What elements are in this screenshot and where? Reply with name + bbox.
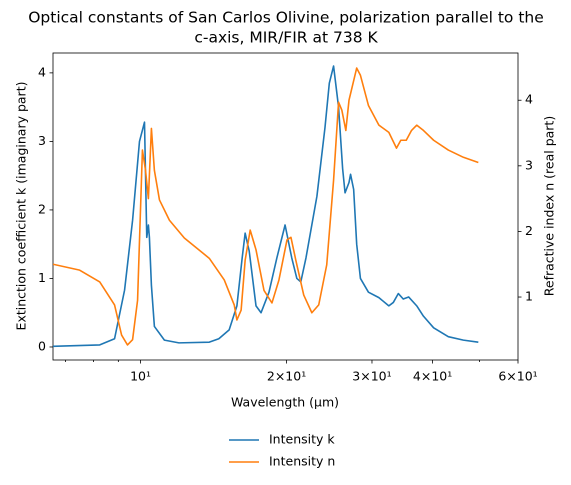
x-tick-label: 10¹	[130, 369, 151, 384]
data-line	[53, 65, 479, 348]
y-tick-label: 2	[38, 201, 46, 216]
y-tick-label: 0	[38, 338, 46, 353]
x-tick-label: 6×10¹	[498, 369, 537, 384]
x-tick-label: 4×10¹	[413, 369, 452, 384]
y2-tick-label: 2	[525, 223, 533, 238]
x-tick-label: 2×10¹	[267, 369, 306, 384]
legend-label: Intensity n	[269, 454, 335, 469]
y-tick-label: 3	[38, 133, 46, 148]
plot-frame	[52, 52, 519, 361]
plot-area	[53, 65, 479, 348]
y2-axis-label: Refractive index n (real part)	[542, 116, 557, 296]
legend-label: Intensity k	[269, 432, 335, 447]
y-axis-label: Extinction coefficient k (imaginary part…	[14, 82, 29, 331]
x-tick-label: 3×10¹	[352, 369, 391, 384]
y2-tick-label: 4	[525, 92, 533, 107]
data-line	[53, 67, 479, 346]
y-tick-label: 4	[38, 64, 46, 79]
chart-title: Optical constants of San Carlos Olivine,…	[28, 9, 544, 27]
x-axis-label: Wavelength (μm)	[231, 395, 339, 410]
y2-tick-label: 3	[525, 157, 533, 172]
y-tick-label: 1	[38, 270, 46, 285]
chart-title: c-axis, MIR/FIR at 738 K	[194, 29, 378, 47]
y2-tick-label: 1	[525, 289, 533, 304]
